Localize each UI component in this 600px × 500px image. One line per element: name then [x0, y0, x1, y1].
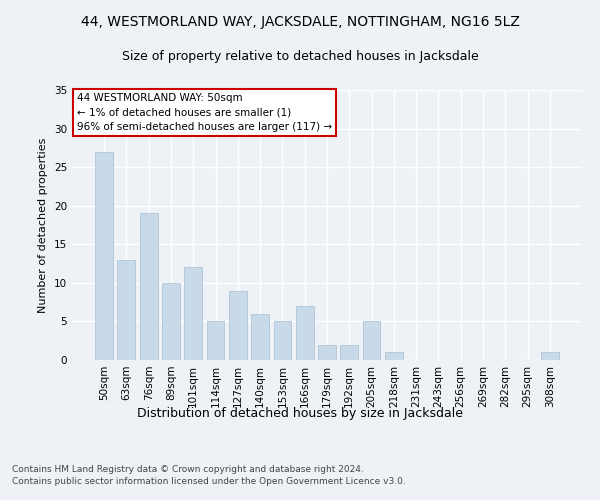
- Bar: [162, 283, 180, 360]
- Bar: [340, 344, 358, 360]
- Bar: [95, 152, 113, 360]
- Bar: [362, 322, 380, 360]
- Text: Distribution of detached houses by size in Jacksdale: Distribution of detached houses by size …: [137, 408, 463, 420]
- Bar: [541, 352, 559, 360]
- Bar: [206, 322, 224, 360]
- Text: 44 WESTMORLAND WAY: 50sqm
← 1% of detached houses are smaller (1)
96% of semi-de: 44 WESTMORLAND WAY: 50sqm ← 1% of detach…: [77, 92, 332, 132]
- Bar: [184, 268, 202, 360]
- Bar: [318, 344, 336, 360]
- Bar: [296, 306, 314, 360]
- Text: 44, WESTMORLAND WAY, JACKSDALE, NOTTINGHAM, NG16 5LZ: 44, WESTMORLAND WAY, JACKSDALE, NOTTINGH…: [80, 15, 520, 29]
- Bar: [140, 214, 158, 360]
- Text: Size of property relative to detached houses in Jacksdale: Size of property relative to detached ho…: [122, 50, 478, 63]
- Text: Contains HM Land Registry data © Crown copyright and database right 2024.
Contai: Contains HM Land Registry data © Crown c…: [12, 465, 406, 486]
- Bar: [229, 290, 247, 360]
- Bar: [385, 352, 403, 360]
- Y-axis label: Number of detached properties: Number of detached properties: [38, 138, 49, 312]
- Bar: [251, 314, 269, 360]
- Bar: [118, 260, 136, 360]
- Bar: [274, 322, 292, 360]
